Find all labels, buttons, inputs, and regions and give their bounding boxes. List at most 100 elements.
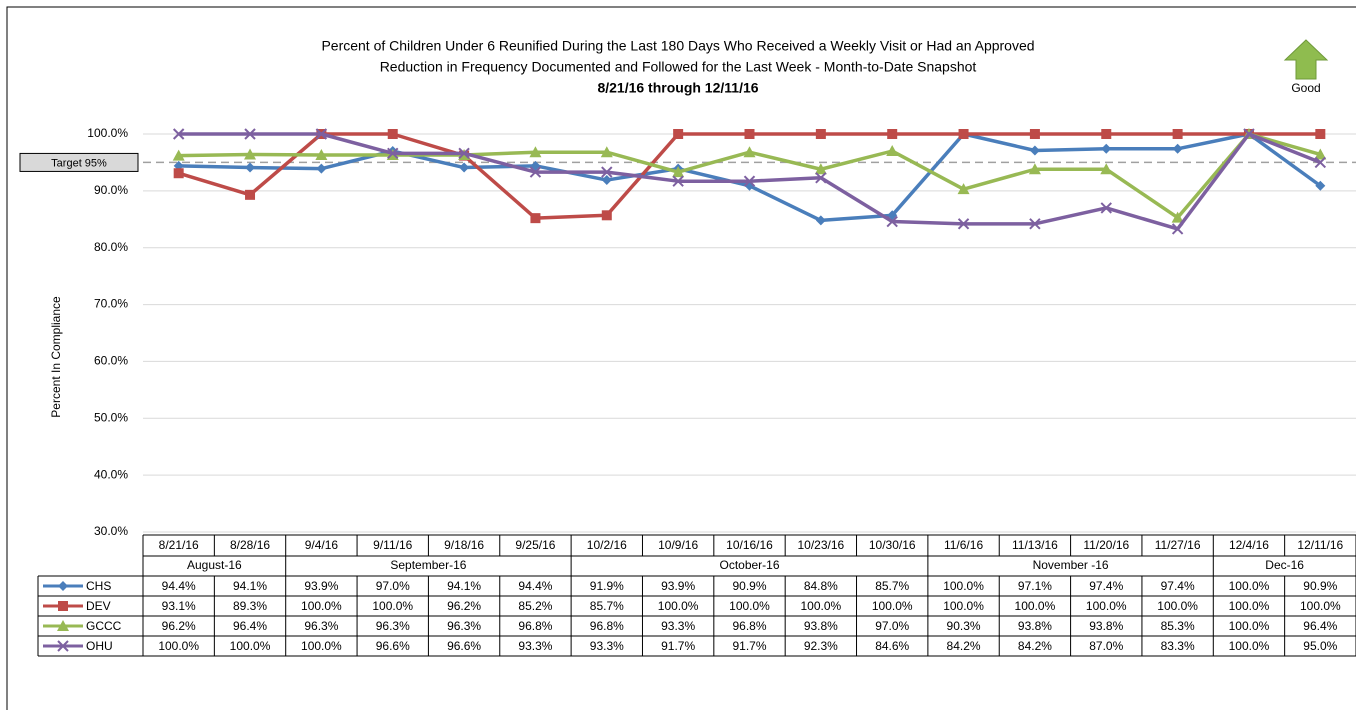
table-value: 97.0% [376,579,410,593]
x-tick-label: 12/4/16 [1229,538,1269,552]
marker [814,163,827,175]
table-value: 96.4% [233,619,267,633]
x-tick-label: 11/27/16 [1155,538,1201,552]
marker [173,168,184,179]
x-tick-label: 9/25/16 [515,538,555,552]
table-value: 93.8% [804,619,838,633]
table-value: 97.4% [1161,579,1195,593]
table-value: 96.8% [590,619,624,633]
marker [172,149,185,161]
table-value: 96.2% [162,619,196,633]
table-value: 93.9% [661,579,695,593]
table-value: 100.0% [1229,579,1270,593]
table-value: 94.1% [447,579,481,593]
legend-marker [57,640,69,652]
marker [957,218,970,230]
table-value: 84.2% [1018,639,1052,653]
table-value: 96.3% [304,619,338,633]
table-value: 96.3% [447,619,481,633]
marker [600,146,613,158]
marker [815,215,826,226]
table-value: 90.9% [732,579,766,593]
good-arrow [1283,39,1329,80]
table-value: 89.3% [233,599,267,613]
y-tick-label: 50.0% [94,410,128,424]
marker [1029,218,1041,230]
marker [315,128,328,140]
marker [1100,163,1113,175]
marker [958,129,969,139]
marker [529,166,542,178]
table-value: 100.0% [158,639,199,653]
month-label: September-16 [390,558,466,572]
legend-label: GCCC [86,619,122,633]
marker [244,128,256,140]
marker [1314,148,1327,160]
marker [1171,223,1184,235]
marker [672,166,685,178]
marker [316,163,327,174]
table-value: 97.0% [875,619,909,633]
marker [1243,128,1255,140]
marker [886,215,898,228]
month-label: October-16 [719,558,779,572]
marker [673,129,684,139]
table-value: 100.0% [943,599,984,613]
x-tick-label: 12/11/16 [1297,538,1343,552]
marker [743,146,756,158]
table-value: 90.3% [947,619,981,633]
target-label: Target 95% [51,157,107,169]
table-value: 94.1% [233,579,267,593]
marker [672,175,684,187]
marker [315,149,328,161]
x-tick-label: 9/11/16 [373,538,412,552]
month-label: August-16 [187,558,242,572]
table-value: 96.3% [376,619,410,633]
x-tick-label: 10/2/16 [587,538,627,552]
table-value: 91.7% [661,639,695,653]
table-value: 85.2% [518,599,552,613]
x-tick-label: 11/6/16 [944,538,983,552]
marker [1314,156,1327,169]
table-value: 96.8% [518,619,552,633]
marker [601,175,612,186]
chart-subtitle: 8/21/16 through 12/11/16 [597,80,758,96]
table-value: 93.8% [1018,619,1052,633]
table-value: 93.3% [661,619,695,633]
table-value: 94.4% [162,579,196,593]
table-value: 84.6% [875,639,909,653]
marker [1172,143,1183,154]
y-tick-label: 80.0% [94,240,128,254]
marker [886,145,899,157]
marker [815,129,826,139]
table-value: 85.3% [1161,619,1195,633]
y-tick-label: 40.0% [94,467,128,481]
marker [245,189,256,200]
marker [530,213,541,224]
table-value: 91.9% [590,579,624,593]
table-value: 84.8% [804,579,838,593]
marker [601,210,612,221]
table-value: 93.8% [1089,619,1123,633]
marker [1101,143,1112,154]
table-value: 100.0% [1229,599,1270,613]
table-value: 100.0% [1229,619,1270,633]
table-value: 97.4% [1089,579,1123,593]
table-value: 93.9% [304,579,338,593]
table-value: 93.1% [162,599,196,613]
legend-label: CHS [86,579,111,593]
x-tick-label: 8/21/16 [159,538,199,552]
marker [815,172,827,184]
y-tick-label: 30.0% [94,524,128,538]
marker [529,146,542,158]
chart-title: Reduction in Frequency Documented and Fo… [380,59,977,75]
marker [1100,202,1112,214]
table-value: 100.0% [230,639,271,653]
y-tick-label: 60.0% [94,354,128,368]
marker [887,129,898,139]
table-value: 96.2% [447,599,481,613]
table-value: 92.3% [804,639,838,653]
x-tick-label: 10/30/16 [869,538,916,552]
table-value: 85.7% [590,599,624,613]
table-value: 100.0% [801,599,842,613]
